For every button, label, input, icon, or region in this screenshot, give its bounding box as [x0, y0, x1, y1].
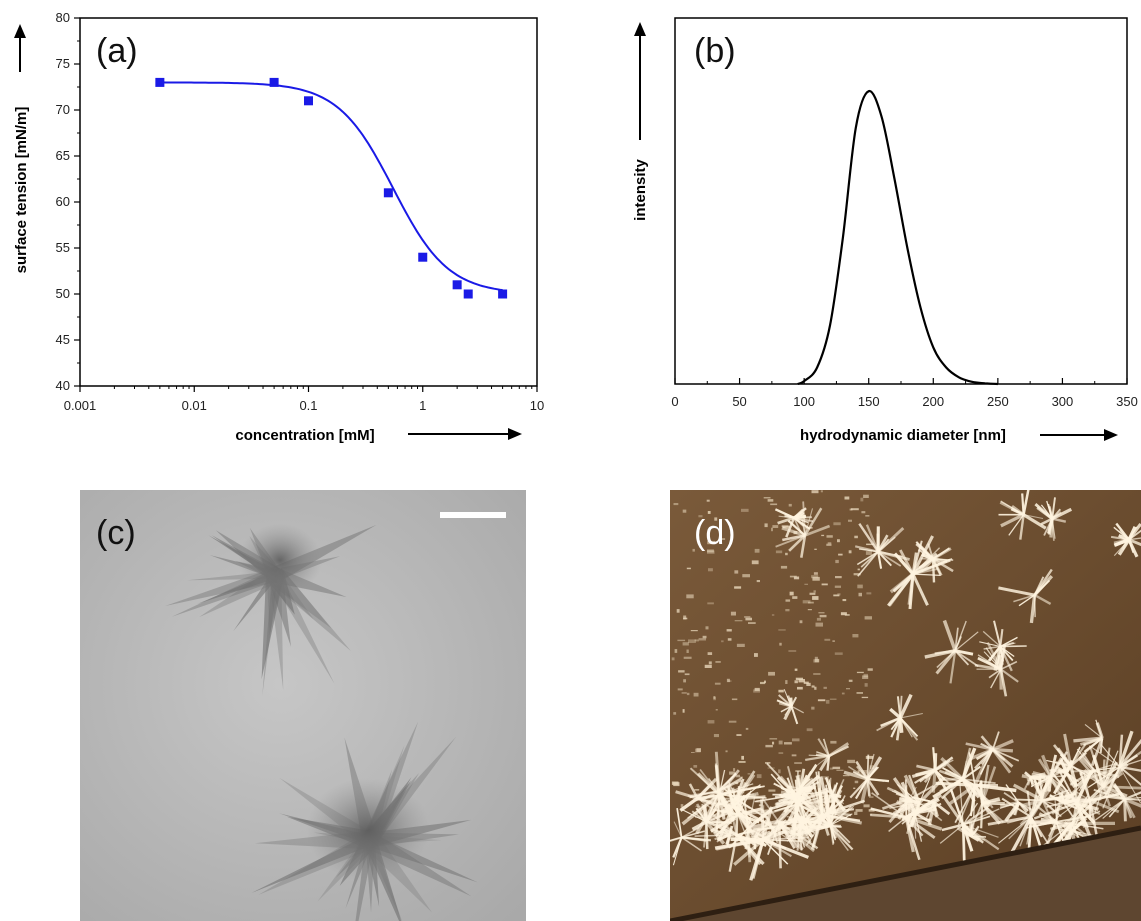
micrograph-d: (d) — [670, 490, 1141, 921]
x-tick-label: 0.01 — [182, 398, 207, 413]
panel-label-a: (a) — [96, 32, 138, 70]
data-point — [155, 77, 165, 87]
x-tick-label: 150 — [858, 394, 880, 409]
fit-curve — [159, 81, 503, 292]
y-tick-label: 45 — [56, 332, 70, 347]
plot-frame — [674, 17, 1128, 385]
x-tick-label: 0.001 — [64, 398, 97, 413]
data-point — [269, 77, 279, 87]
y-tick-label: 50 — [56, 286, 70, 301]
dendritic-crystals — [670, 490, 1141, 881]
x-tick-label: 350 — [1116, 394, 1138, 409]
x-axis-label: hydrodynamic diameter [nm] — [800, 427, 1006, 444]
y-tick-label: 75 — [56, 56, 70, 71]
plot-frame — [79, 17, 538, 387]
x-tick-label: 0.1 — [299, 398, 317, 413]
x-tick-label: 200 — [922, 394, 944, 409]
scale-bar — [440, 512, 506, 518]
data-point — [463, 289, 473, 299]
x-tick-label: 300 — [1052, 394, 1074, 409]
y-tick-label: 80 — [56, 10, 70, 25]
panel-label-d: (d) — [694, 514, 736, 552]
data-point — [304, 96, 313, 106]
panel-label-c: (c) — [96, 514, 136, 552]
y-axis-label: surface tension [mN/m] — [13, 107, 30, 274]
y-axis-label: intensity — [632, 159, 649, 221]
y-tick-label: 40 — [56, 378, 70, 393]
x-tick-label: 100 — [793, 394, 815, 409]
chart-a: 0.001 0.01 0.1 1 10 40 45 50 55 60 65 70 75 80 concent… — [13, 10, 544, 444]
y-tick-label: 55 — [56, 240, 70, 255]
micrograph-c: (c) — [80, 490, 526, 921]
x-tick-label: 50 — [732, 394, 746, 409]
data-point — [418, 252, 428, 262]
y-tick-label: 65 — [56, 148, 70, 163]
x-tick-label: 10 — [530, 398, 544, 413]
x-axis-label: concentration [mM] — [235, 427, 374, 444]
y-tick-label: 70 — [56, 102, 70, 117]
data-point — [383, 188, 393, 198]
y-tick-label: 60 — [56, 194, 70, 209]
x-tick-label: 0 — [671, 394, 678, 409]
data-point — [452, 280, 462, 290]
micrograph-c-image: (c) — [80, 490, 526, 921]
panel-label-b: (b) — [694, 32, 736, 70]
micrograph-d-image: (d) — [670, 490, 1141, 921]
chart-b: 0 50 100 150 200 250 300 350 hydrodynamic diamet… — [632, 17, 1138, 444]
x-tick-label: 1 — [419, 398, 426, 413]
data-point — [498, 289, 508, 299]
x-tick-label: 250 — [987, 394, 1009, 409]
distribution-curve — [797, 90, 998, 386]
